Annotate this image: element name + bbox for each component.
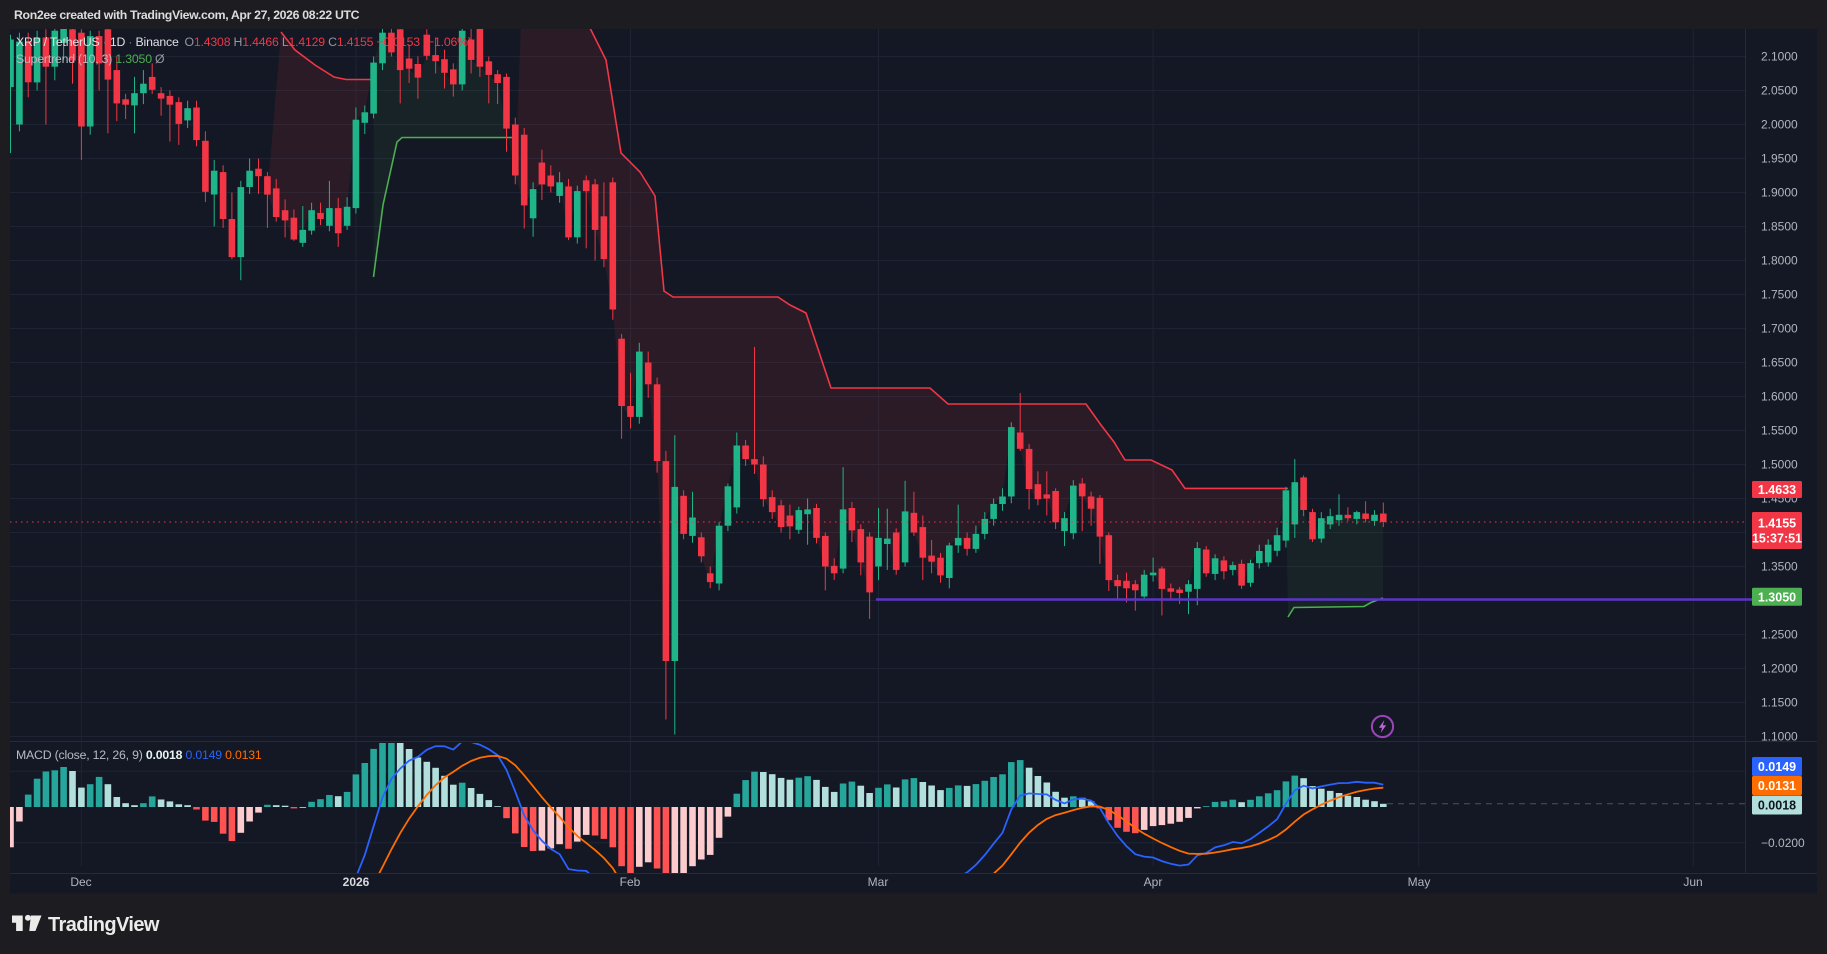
svg-text:1.6000: 1.6000 [1761,390,1798,404]
svg-text:1.4155: 1.4155 [1758,517,1796,531]
svg-text:1.7000: 1.7000 [1761,322,1798,336]
svg-text:Apr: Apr [1144,875,1163,889]
svg-text:0.0131: 0.0131 [1758,779,1796,793]
svg-text:XRP / TetherUS · 1D · Binance: XRP / TetherUS · 1D · Binance O1.4308 H1… [16,35,472,49]
svg-text:1.8000: 1.8000 [1761,254,1798,268]
svg-text:May: May [1408,875,1431,889]
svg-text:1.6500: 1.6500 [1761,356,1798,370]
svg-text:2.0500: 2.0500 [1761,84,1798,98]
svg-text:1.4633: 1.4633 [1758,483,1796,497]
svg-text:15:37:51: 15:37:51 [1752,532,1802,546]
svg-text:1.2000: 1.2000 [1761,662,1798,676]
svg-text:Feb: Feb [620,875,641,889]
svg-text:1.9500: 1.9500 [1761,152,1798,166]
svg-text:Dec: Dec [70,875,91,889]
svg-text:TradingView: TradingView [48,914,160,936]
svg-text:Supertrend (10, 3) 1.3050 Ø: Supertrend (10, 3) 1.3050 Ø [16,52,165,66]
svg-text:1.5000: 1.5000 [1761,458,1798,472]
svg-text:0.0018: 0.0018 [1758,799,1796,813]
svg-text:1.2500: 1.2500 [1761,628,1798,642]
svg-text:1.8500: 1.8500 [1761,220,1798,234]
svg-text:1.5500: 1.5500 [1761,424,1798,438]
svg-text:2.0000: 2.0000 [1761,118,1798,132]
svg-text:MACD (close, 12, 26, 9) 0.0018: MACD (close, 12, 26, 9) 0.0018 0.0149 0.… [16,748,262,762]
svg-text:Jun: Jun [1683,875,1702,889]
svg-text:Mar: Mar [868,875,889,889]
svg-text:Ron2ee created with TradingVie: Ron2ee created with TradingView.com, Apr… [14,8,360,22]
svg-text:1.1500: 1.1500 [1761,696,1798,710]
svg-text:1.3050: 1.3050 [1758,590,1796,604]
svg-text:1.7500: 1.7500 [1761,288,1798,302]
svg-text:2026: 2026 [343,875,370,889]
svg-text:2.1000: 2.1000 [1761,50,1798,64]
svg-text:0.0149: 0.0149 [1758,760,1796,774]
svg-text:−0.0200: −0.0200 [1761,836,1805,850]
svg-text:1.9000: 1.9000 [1761,186,1798,200]
svg-text:1.1000: 1.1000 [1761,730,1798,744]
svg-text:1.3500: 1.3500 [1761,560,1798,574]
